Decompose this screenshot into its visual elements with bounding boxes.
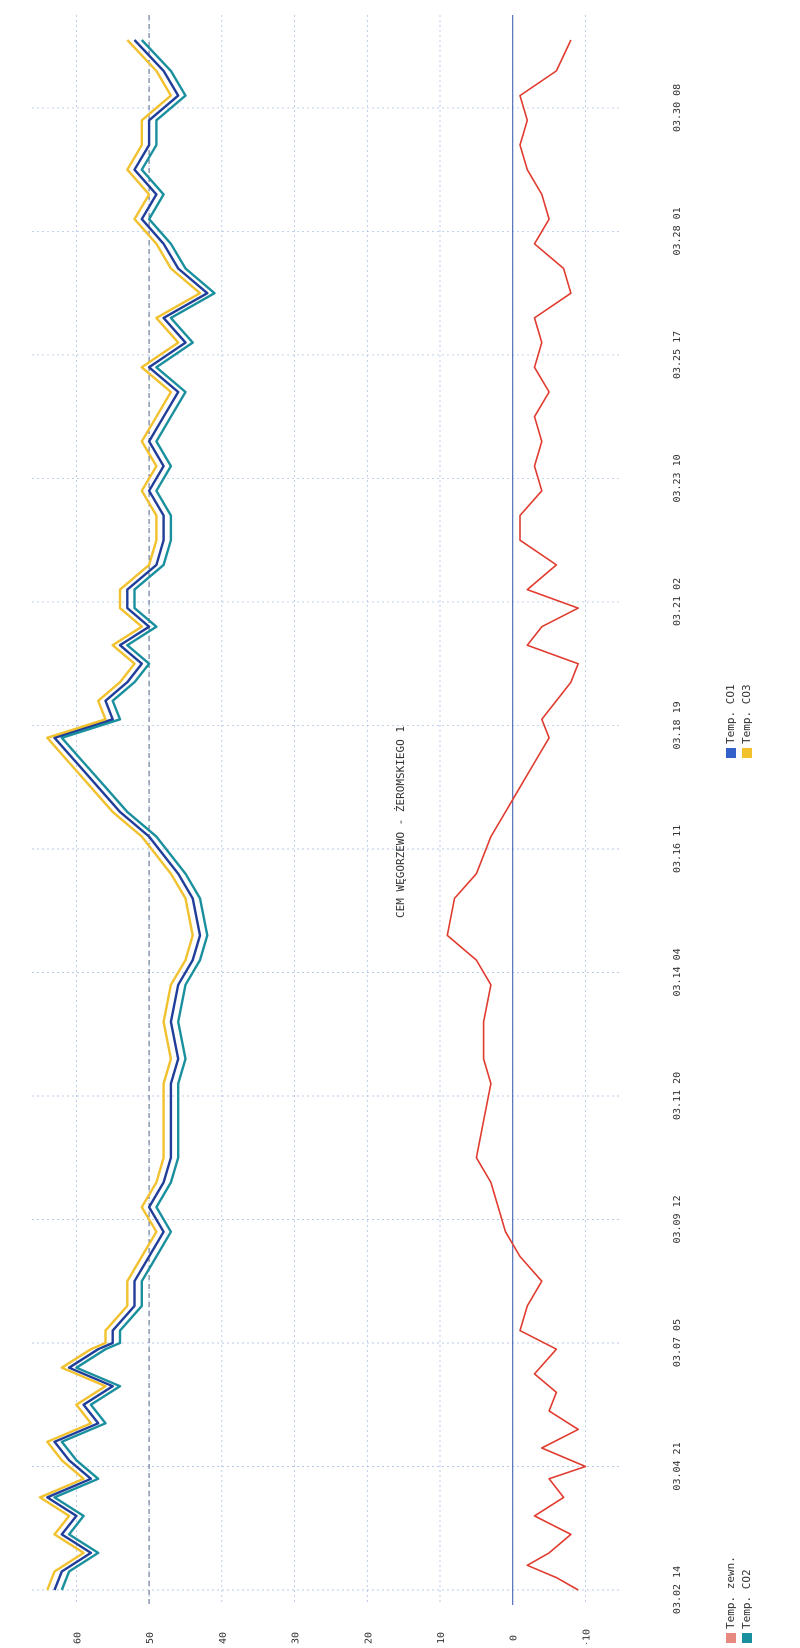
series-line-co2 [53, 39, 216, 1591]
series-lines [38, 39, 587, 1591]
time-tick-label: 03.25 17 [672, 331, 683, 379]
series-line-co1 [46, 39, 209, 1591]
y-axis-ticks: 60 50 40 30 20 10 0 -10 [72, 1629, 592, 1647]
grid [32, 15, 620, 1605]
legend-item-co3: Temp. CO3 [740, 684, 753, 758]
value-tick-label: 30 [291, 1632, 302, 1644]
legend-item-zewn: Temp. zewn. [724, 1556, 737, 1643]
legend-2: Temp. CO1 Temp. CO3 [724, 684, 784, 758]
legend-item-co1: Temp. CO1 [724, 684, 737, 758]
legend-swatch-co2 [741, 1633, 752, 1643]
time-tick-label: 03.11 20 [672, 1072, 683, 1120]
legend-item-co2: Temp. CO2 [740, 1569, 753, 1643]
time-tick-label: 03.07 05 [672, 1319, 683, 1367]
reference-lines [148, 15, 514, 1605]
time-tick-label: 03.02 14 [672, 1566, 683, 1614]
time-tick-label: 03.16 11 [672, 825, 683, 873]
time-tick-label: 03.09 12 [672, 1195, 683, 1243]
legend: Temp. zewn. Temp. CO2 [724, 1556, 784, 1643]
series-line-co3 [38, 39, 202, 1591]
legend-label-co1: Temp. CO1 [724, 684, 737, 744]
value-tick-label: 10 [436, 1632, 447, 1644]
value-tick-label: 20 [363, 1632, 374, 1644]
time-tick-label: 03.30 08 [672, 84, 683, 132]
series-line-zewn [446, 39, 587, 1591]
value-tick-label: -10 [581, 1629, 592, 1644]
legend-label-co2: Temp. CO2 [740, 1569, 753, 1629]
legend-swatch-co1 [725, 748, 736, 758]
value-tick-label: 60 [72, 1632, 83, 1644]
value-tick-label: 0 [509, 1635, 520, 1641]
legend-label-co3: Temp. CO3 [740, 684, 753, 744]
time-tick-label: 03.04 21 [672, 1442, 683, 1490]
legend-swatch-zewn [725, 1633, 736, 1643]
time-tick-label: 03.28 01 [672, 207, 683, 255]
time-tick-label: 03.23 10 [672, 454, 683, 502]
time-tick-label: 03.21 02 [672, 578, 683, 626]
x-axis-ticks: 03.02 14 03.04 21 03.07 05 03.09 12 03.11 20… [672, 84, 683, 1614]
chart-title: CEM WĘGORZEWO - ŻEROMSKIEGO 1 [394, 726, 407, 918]
time-tick-label: 03.14 04 [672, 948, 683, 996]
value-tick-label: 40 [218, 1632, 229, 1644]
legend-swatch-co3 [741, 748, 752, 758]
legend-label-zewn: Temp. zewn. [724, 1556, 737, 1629]
value-tick-label: 50 [145, 1632, 156, 1644]
time-tick-label: 03.18 19 [672, 701, 683, 749]
